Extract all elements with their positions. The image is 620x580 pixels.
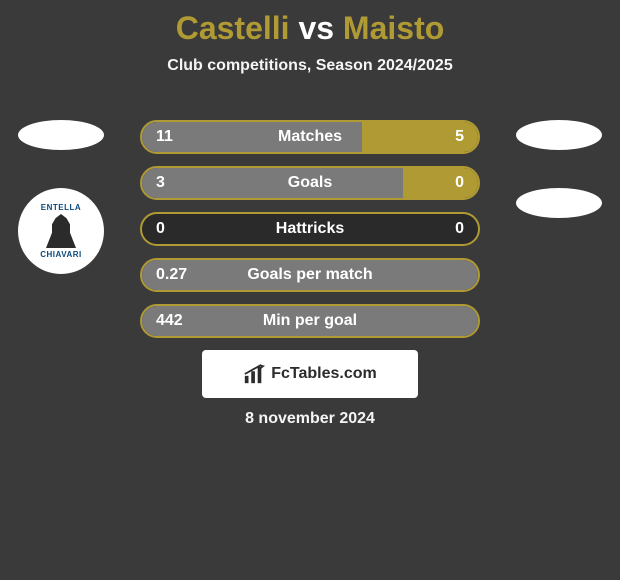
stat-right-fill (403, 168, 478, 198)
title-vs: vs (298, 10, 334, 46)
stat-right-value: 5 (455, 128, 464, 146)
subtitle: Club competitions, Season 2024/2025 (0, 57, 620, 75)
stat-rows: 11 5 Matches 3 0 Goals 0 0 Hattricks 0.27 Goals pe… (140, 120, 480, 338)
stat-row: 3 0 Goals (140, 166, 480, 200)
stat-row: 0 0 Hattricks (140, 212, 480, 246)
stat-label: Hattricks (276, 220, 344, 238)
site-logo: FcTables.com (202, 350, 418, 398)
comparison-card: Castelli vs Maisto Club competitions, Se… (0, 0, 620, 580)
stat-row: 11 5 Matches (140, 120, 480, 154)
stat-right-value: 0 (455, 220, 464, 238)
stat-label: Goals per match (247, 266, 372, 284)
bar-chart-icon (243, 363, 265, 385)
stat-right-value: 0 (455, 174, 464, 192)
title-player2: Maisto (343, 10, 444, 46)
badges-left: ENTELLACHIAVARI (18, 120, 104, 274)
title-player1: Castelli (176, 10, 290, 46)
stat-left-value: 0 (156, 220, 165, 238)
stat-row: 0.27 Goals per match (140, 258, 480, 292)
stat-label: Min per goal (263, 312, 357, 330)
team-badge-ellipse (18, 120, 104, 150)
stat-label: Goals (288, 174, 332, 192)
team-badge-circle: ENTELLACHIAVARI (18, 188, 104, 274)
stat-left-value: 442 (156, 312, 183, 330)
badges-right (516, 120, 602, 218)
stat-left-fill (142, 168, 407, 198)
date: 8 november 2024 (245, 410, 375, 428)
stat-label: Matches (278, 128, 342, 146)
team-badge-ellipse (516, 188, 602, 218)
stat-row: 442 Min per goal (140, 304, 480, 338)
stat-left-value: 0.27 (156, 266, 187, 284)
logo-text: FcTables.com (271, 365, 377, 383)
stat-left-value: 11 (156, 128, 173, 146)
team-badge-ellipse (516, 120, 602, 150)
page-title: Castelli vs Maisto (0, 0, 620, 47)
stat-left-value: 3 (156, 174, 165, 192)
